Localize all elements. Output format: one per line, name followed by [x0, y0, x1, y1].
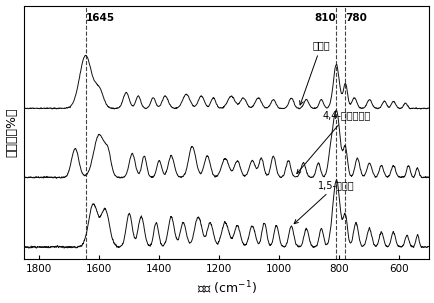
- Text: 聚亚胺: 聚亚胺: [299, 40, 329, 105]
- Text: 4,4-联苯二甲醉: 4,4-联苯二甲醉: [296, 110, 370, 174]
- X-axis label: 波长 (cm$^{-1}$): 波长 (cm$^{-1}$): [196, 280, 256, 298]
- Text: 1645: 1645: [85, 13, 115, 23]
- Text: 810: 810: [314, 13, 335, 23]
- Text: 1,5-萍二胺: 1,5-萍二胺: [293, 180, 354, 224]
- Y-axis label: 吸光度（%）: 吸光度（%）: [6, 108, 19, 157]
- Text: 780: 780: [345, 13, 366, 23]
